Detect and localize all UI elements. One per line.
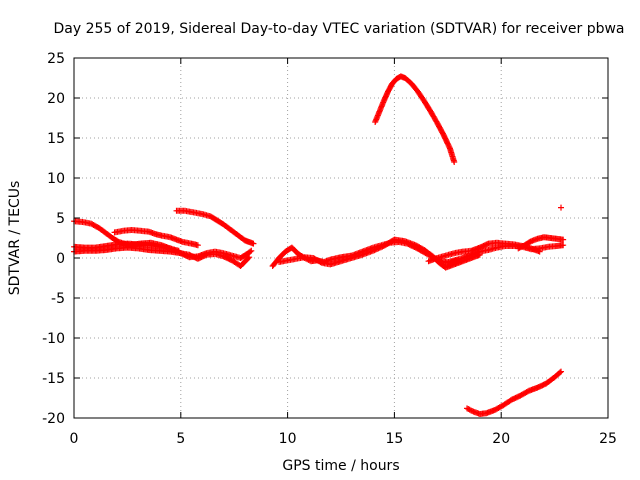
data-point [556, 369, 563, 376]
series-arc-d [111, 227, 201, 249]
x-tick-label: 10 [279, 431, 297, 447]
y-tick-label: 15 [47, 131, 65, 147]
x-tick-label: 5 [176, 431, 185, 447]
series-outlier [558, 204, 565, 211]
y-axis-label: SDTVAR / TECUs [7, 181, 23, 296]
data-point [558, 204, 565, 211]
x-tick-label: 15 [385, 431, 403, 447]
x-tick-label: 20 [492, 431, 510, 447]
data-point [451, 159, 458, 165]
y-tick-label: 5 [56, 211, 65, 227]
y-tick-label: 20 [47, 91, 65, 107]
data-point [248, 247, 255, 254]
y-tick-label: -10 [42, 331, 65, 347]
grid-lines [74, 58, 608, 418]
data-point [250, 240, 257, 247]
data-points [71, 73, 567, 417]
data-point [560, 242, 567, 249]
series-arc-l [464, 368, 565, 417]
series-arc-k [372, 73, 458, 165]
series-arc-i [442, 242, 567, 266]
y-tick-label: 0 [56, 251, 65, 267]
chart-title: Day 255 of 2019, Sidereal Day-to-day VTE… [53, 21, 624, 37]
series-arc-e [173, 207, 257, 247]
data-point [247, 248, 254, 255]
data-point [560, 236, 567, 243]
x-tick-label: 25 [599, 431, 617, 447]
y-tick-label: -5 [51, 291, 65, 307]
y-tick-label: 10 [47, 171, 65, 187]
series-arc-j [515, 234, 567, 252]
y-tick-label: 25 [47, 51, 65, 67]
plot-frame [73, 57, 609, 419]
data-point [194, 242, 201, 249]
series-arc-c [71, 240, 255, 261]
axis-ticks [73, 57, 609, 419]
y-tick-label: -20 [42, 411, 65, 427]
tick-labels: 0 5 10 15 20 25 -20 -15 -10 -5 0 5 10 15 20 25 [42, 51, 617, 447]
y-tick-label: -15 [42, 371, 65, 387]
x-tick-label: 0 [70, 431, 79, 447]
x-axis-label: GPS time / hours [282, 458, 399, 474]
data-point [317, 259, 324, 266]
data-point [558, 368, 565, 375]
